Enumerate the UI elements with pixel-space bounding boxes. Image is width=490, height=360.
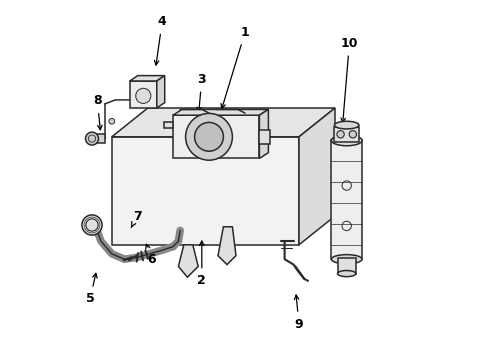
Bar (335, 127, 359, 142)
Circle shape (186, 113, 232, 160)
Polygon shape (157, 76, 165, 108)
Text: 8: 8 (93, 94, 102, 107)
Polygon shape (164, 122, 173, 128)
Text: 3: 3 (197, 73, 206, 86)
Circle shape (86, 132, 98, 145)
Polygon shape (130, 81, 157, 108)
Circle shape (337, 131, 344, 138)
Bar (338, 258, 356, 274)
Polygon shape (112, 137, 299, 245)
Polygon shape (173, 115, 259, 158)
Circle shape (109, 118, 115, 124)
Circle shape (349, 131, 357, 138)
Text: 7: 7 (133, 210, 142, 222)
Text: 1: 1 (241, 26, 249, 39)
Polygon shape (178, 245, 198, 277)
Polygon shape (218, 227, 236, 265)
Text: 6: 6 (147, 253, 156, 266)
Polygon shape (112, 108, 335, 137)
Circle shape (136, 88, 151, 103)
Polygon shape (299, 108, 335, 245)
Ellipse shape (338, 271, 356, 276)
Polygon shape (92, 134, 104, 143)
Text: 2: 2 (197, 274, 206, 287)
Bar (331, 140, 362, 259)
Circle shape (195, 122, 223, 151)
Polygon shape (173, 109, 269, 115)
Polygon shape (259, 130, 270, 144)
Text: 5: 5 (86, 292, 95, 305)
Polygon shape (130, 76, 165, 81)
Polygon shape (259, 109, 269, 158)
Text: 9: 9 (294, 318, 303, 330)
Ellipse shape (331, 135, 362, 146)
Ellipse shape (331, 255, 362, 264)
Text: 10: 10 (341, 37, 358, 50)
Text: 4: 4 (158, 15, 167, 28)
Ellipse shape (335, 121, 359, 129)
Circle shape (82, 215, 102, 235)
